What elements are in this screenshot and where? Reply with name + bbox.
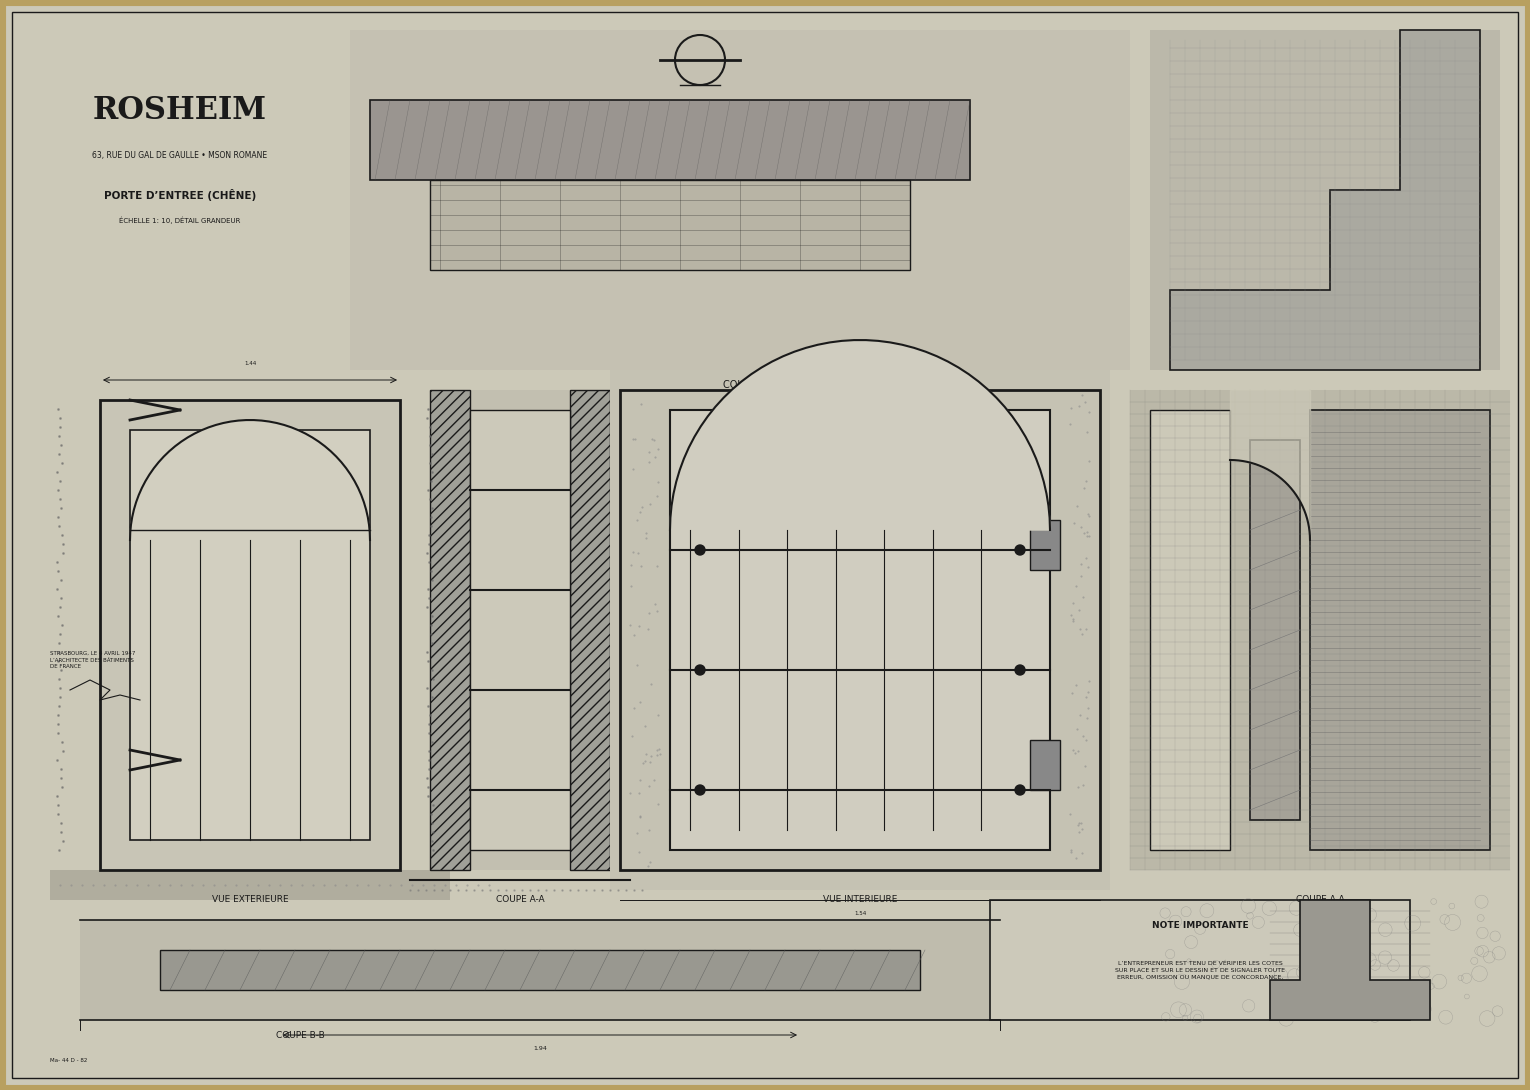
FancyBboxPatch shape bbox=[80, 920, 1001, 1020]
FancyBboxPatch shape bbox=[1310, 410, 1490, 850]
Circle shape bbox=[695, 665, 705, 675]
Circle shape bbox=[695, 785, 705, 795]
Circle shape bbox=[1014, 785, 1025, 795]
Text: 63, RUE DU GAL DE GAULLE • MSON ROMANE: 63, RUE DU GAL DE GAULLE • MSON ROMANE bbox=[92, 150, 268, 159]
FancyBboxPatch shape bbox=[670, 410, 1050, 850]
Polygon shape bbox=[130, 420, 370, 540]
FancyBboxPatch shape bbox=[161, 950, 920, 990]
Polygon shape bbox=[670, 340, 1050, 530]
FancyBboxPatch shape bbox=[1151, 410, 1230, 850]
Circle shape bbox=[695, 545, 705, 555]
Circle shape bbox=[1014, 665, 1025, 675]
FancyBboxPatch shape bbox=[50, 870, 450, 900]
Text: ÉCHELLE 1: 10, DÉTAIL GRANDEUR: ÉCHELLE 1: 10, DÉTAIL GRANDEUR bbox=[119, 216, 240, 223]
FancyBboxPatch shape bbox=[130, 429, 370, 840]
FancyBboxPatch shape bbox=[430, 180, 910, 270]
Text: NOTE IMPORTANTE: NOTE IMPORTANTE bbox=[1152, 920, 1248, 930]
FancyBboxPatch shape bbox=[620, 390, 1100, 870]
Text: PORTE D’ENTREE (CHÊNE): PORTE D’ENTREE (CHÊNE) bbox=[104, 189, 256, 201]
Text: 1.54: 1.54 bbox=[854, 911, 866, 916]
FancyBboxPatch shape bbox=[430, 390, 470, 870]
Text: L’ENTREPRENEUR EST TENU DE VÉRIFIER LES COTES
SUR PLACE ET SUR LE DESSIN ET DE S: L’ENTREPRENEUR EST TENU DE VÉRIFIER LES … bbox=[1115, 961, 1285, 979]
Text: STRASBOURG, LE 4 AVRIL 1947
L’ARCHITECTE DES BÂTIMENTS
DE FRANCE: STRASBOURG, LE 4 AVRIL 1947 L’ARCHITECTE… bbox=[50, 651, 135, 669]
FancyBboxPatch shape bbox=[430, 390, 610, 870]
Text: VUE EXTERIEURE: VUE EXTERIEURE bbox=[211, 896, 288, 905]
Text: COUPE A-A: COUPE A-A bbox=[496, 896, 545, 905]
FancyBboxPatch shape bbox=[1030, 740, 1060, 790]
FancyBboxPatch shape bbox=[1131, 390, 1510, 870]
FancyBboxPatch shape bbox=[370, 100, 970, 180]
FancyBboxPatch shape bbox=[470, 410, 571, 850]
Text: COUPE A-A: COUPE A-A bbox=[1296, 896, 1345, 905]
FancyBboxPatch shape bbox=[1030, 520, 1060, 570]
FancyBboxPatch shape bbox=[610, 370, 1109, 891]
FancyBboxPatch shape bbox=[1151, 31, 1499, 370]
Circle shape bbox=[1014, 545, 1025, 555]
FancyBboxPatch shape bbox=[990, 900, 1411, 1020]
Text: COUPE B-B: COUPE B-B bbox=[275, 1030, 324, 1040]
Text: 1.44: 1.44 bbox=[243, 361, 256, 366]
Polygon shape bbox=[1170, 31, 1480, 370]
Text: ROSHEIM: ROSHEIM bbox=[93, 95, 268, 125]
Polygon shape bbox=[1270, 900, 1431, 1020]
FancyBboxPatch shape bbox=[350, 31, 1131, 370]
Text: VUE INTERIEURE: VUE INTERIEURE bbox=[823, 896, 897, 905]
Text: 1.94: 1.94 bbox=[532, 1046, 546, 1051]
FancyBboxPatch shape bbox=[571, 390, 610, 870]
Text: Ma- 44 D - 82: Ma- 44 D - 82 bbox=[50, 1057, 87, 1063]
FancyBboxPatch shape bbox=[1250, 440, 1300, 820]
FancyBboxPatch shape bbox=[99, 400, 399, 870]
Text: COUPE B-B: COUPE B-B bbox=[724, 380, 777, 390]
